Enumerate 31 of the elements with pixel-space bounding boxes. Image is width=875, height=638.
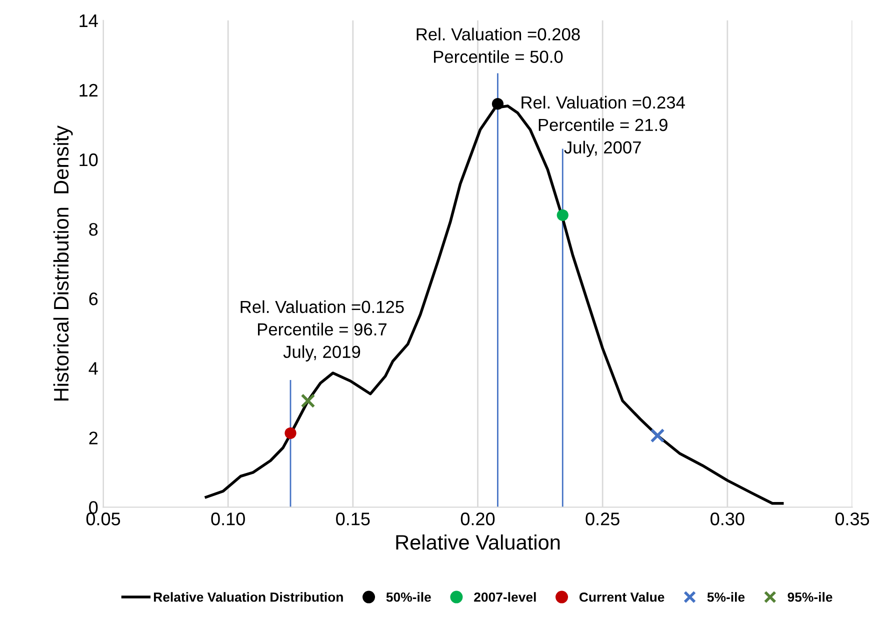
- y-tick-label: 10: [80, 153, 98, 166]
- legend-label: 2007-level: [474, 592, 536, 602]
- annotation: Rel. Valuation =0.234 Percentile = 21.9 July, 2007: [522, 96, 685, 157]
- x-axis-title: Relative Valuation: [396, 534, 560, 550]
- y-tick-label: 8: [89, 222, 98, 236]
- annotation: Rel. Valuation =0.208 Percentile = 50.0: [416, 28, 580, 63]
- x-tick-label: 0.30: [710, 512, 744, 526]
- point: [492, 98, 504, 110]
- point: [284, 427, 296, 439]
- y-tick-label: 2: [89, 432, 98, 444]
- legend-label: Current Value: [579, 592, 664, 602]
- annotation: Rel. Valuation =0.125 Percentile = 96.7 July, 2019: [240, 300, 404, 362]
- legend-label: 95%-ile: [788, 592, 832, 602]
- point: [650, 428, 665, 443]
- y-tick-label: 12: [80, 84, 98, 96]
- point: [300, 394, 316, 408]
- y-tick-label: 14: [80, 14, 98, 27]
- y-tick-label: 6: [89, 292, 98, 306]
- legend-label: 5%-ile: [707, 592, 745, 602]
- y-tick-label: 0: [89, 501, 98, 514]
- point: [556, 209, 568, 221]
- legend-label: Relative Valuation Distribution: [154, 592, 343, 602]
- x-tick-label: 0.35: [835, 512, 870, 526]
- y-tick-label: 4: [88, 362, 98, 375]
- x-tick-label: 0.10: [211, 512, 245, 526]
- x-tick-label: 0.15: [336, 512, 370, 526]
- y-axis-title: Historical Distribution Density: [53, 125, 73, 400]
- x-tick-label: 0.05: [86, 512, 120, 526]
- legend-label: 50%-ile: [386, 592, 431, 602]
- x-tick-label: 0.25: [586, 512, 620, 526]
- x-tick-label: 0.20: [460, 512, 495, 526]
